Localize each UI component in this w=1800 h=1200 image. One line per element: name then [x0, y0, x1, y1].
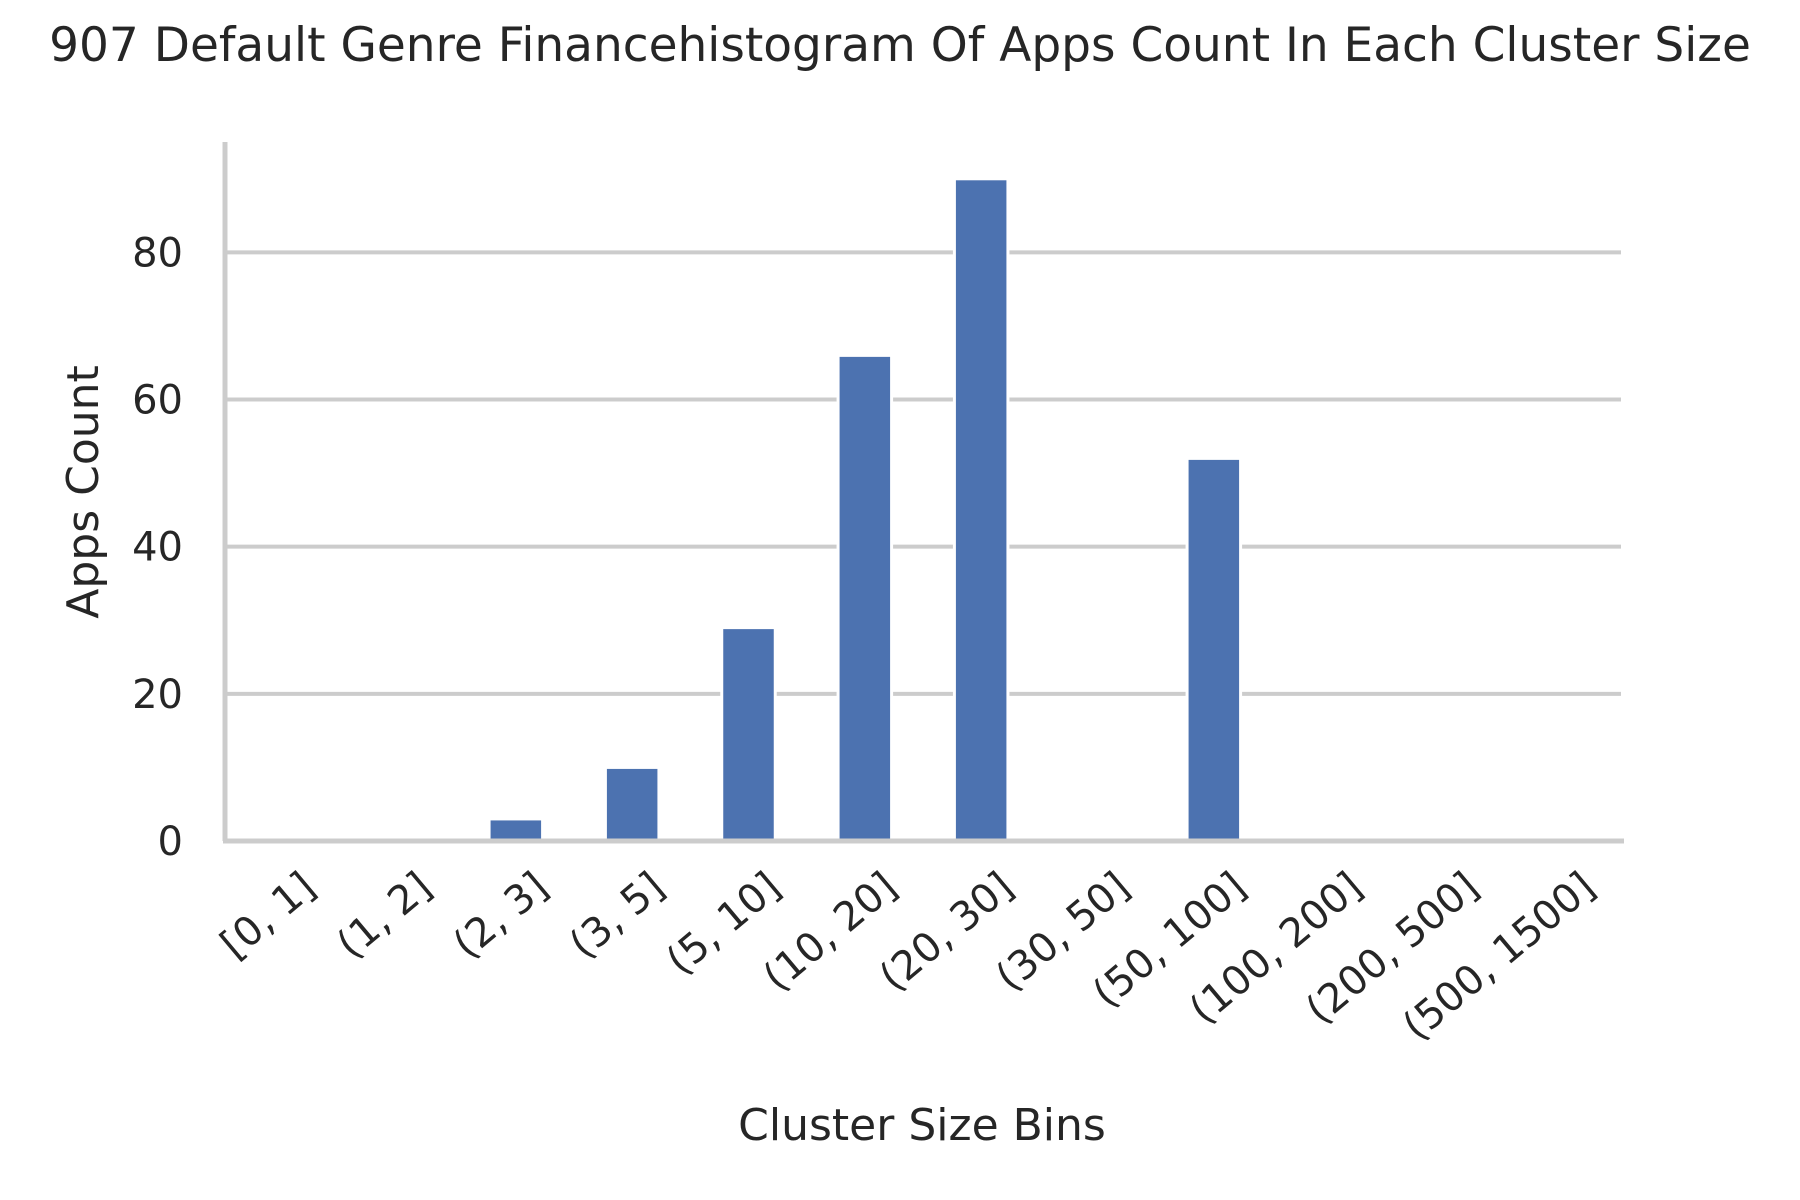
x-tick-label: [0, 1] — [212, 863, 324, 967]
x-tick-labels: [0, 1] (1, 2] (2, 3] (3, 5](5, 10](10, 20](… — [212, 863, 1604, 1049]
x-tick-label: (3, 5] — [561, 863, 673, 967]
y-tick-label: 0 — [158, 819, 183, 865]
y-tick-labels: 0 20 40 60 80 — [132, 230, 183, 865]
x-tick-label: (1, 2] — [328, 863, 440, 967]
bar — [720, 626, 777, 843]
y-tick-label: 40 — [132, 525, 183, 571]
chart-title: 907 Default Genre Financehistogram Of Ap… — [49, 18, 1751, 73]
bar — [1185, 456, 1243, 843]
y-tick-label: 80 — [132, 230, 183, 276]
gridlines — [225, 250, 1621, 696]
bar — [952, 177, 1010, 843]
axes-spines — [222, 142, 1624, 844]
x-axis-label: Cluster Size Bins — [738, 1100, 1106, 1151]
bar — [603, 765, 661, 843]
y-axis-label: Apps Count — [58, 365, 109, 619]
x-tick-label: (2, 3] — [445, 863, 557, 967]
bar — [836, 353, 894, 843]
bar — [487, 817, 545, 843]
bars — [487, 177, 1243, 843]
y-tick-label: 20 — [132, 672, 183, 718]
y-tick-label: 60 — [132, 378, 183, 424]
